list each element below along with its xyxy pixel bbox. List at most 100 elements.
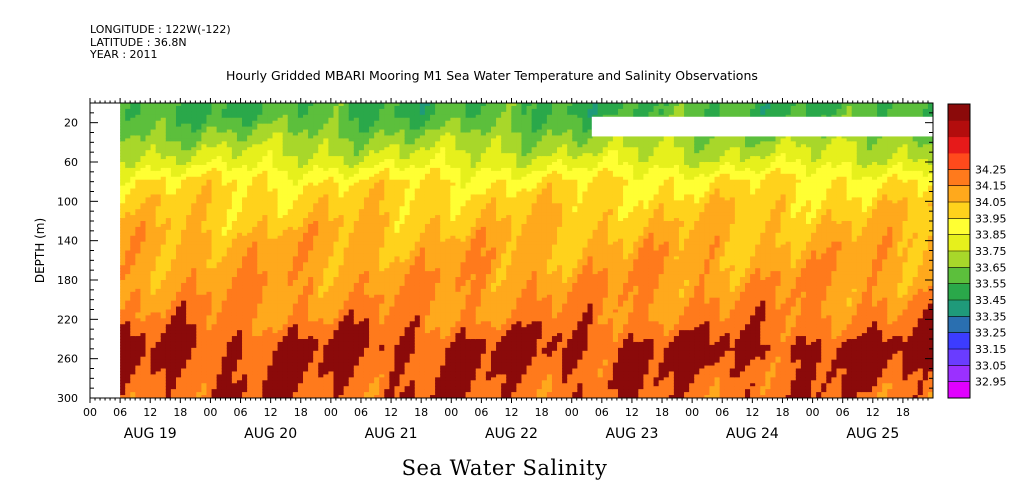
heatmap-cell	[348, 206, 355, 210]
heatmap-cell	[206, 386, 213, 390]
heatmap-cell	[318, 259, 324, 263]
heatmap-cell	[343, 153, 350, 157]
heatmap-cell	[282, 315, 289, 319]
heatmap-cell	[297, 386, 304, 390]
heatmap-cell	[181, 344, 187, 349]
heatmap-cell	[297, 312, 304, 316]
heatmap-cell	[181, 333, 187, 337]
heatmap-cell	[348, 191, 355, 196]
heatmap-cell	[287, 262, 294, 266]
heatmap-cell	[145, 312, 152, 316]
heatmap-cell	[287, 167, 294, 172]
heatmap-cell	[292, 333, 299, 337]
heatmap-cell	[292, 212, 299, 216]
heatmap-cell	[196, 285, 202, 290]
heatmap-cell	[120, 365, 126, 370]
heatmap-cell	[343, 129, 350, 134]
heatmap-cell	[287, 315, 294, 319]
heatmap-cell	[272, 132, 279, 137]
heatmap-cell	[242, 262, 248, 266]
heatmap-cell	[303, 132, 309, 137]
heatmap-cell	[257, 377, 263, 381]
heatmap-cell	[287, 318, 294, 322]
heatmap-cell	[343, 303, 350, 308]
heatmap-cell	[343, 176, 350, 181]
heatmap-cell	[272, 371, 279, 375]
heatmap-cell	[292, 164, 299, 169]
heatmap-cell	[353, 362, 360, 367]
heatmap-cell	[287, 191, 294, 196]
heatmap-cell	[277, 274, 284, 278]
heatmap-cell	[328, 167, 335, 172]
heatmap-cell	[277, 141, 284, 145]
heatmap-cell	[328, 312, 335, 316]
heatmap-cell	[333, 291, 340, 296]
heatmap-cell	[292, 392, 299, 396]
heatmap-cell	[277, 209, 284, 213]
heatmap-cell	[363, 312, 370, 316]
heatmap-cell	[358, 259, 365, 263]
heatmap-cell	[165, 330, 172, 334]
heatmap-cell	[135, 194, 142, 198]
heatmap-cell	[272, 123, 279, 128]
heatmap-cell	[226, 111, 233, 116]
heatmap-cell	[277, 129, 284, 134]
heatmap-cell	[318, 159, 324, 163]
heatmap-cell	[160, 274, 167, 278]
heatmap-cell	[160, 141, 167, 145]
heatmap-cell	[236, 159, 243, 163]
heatmap-cell	[145, 126, 152, 131]
heatmap-cell	[140, 374, 147, 378]
heatmap-cell	[201, 170, 208, 175]
heatmap-cell	[186, 356, 192, 361]
heatmap-cell	[363, 114, 370, 119]
heatmap-cell	[292, 265, 299, 269]
heatmap-cell	[303, 103, 309, 107]
heatmap-cell	[292, 365, 299, 370]
heatmap-cell	[277, 232, 284, 237]
heatmap-cell	[236, 203, 243, 207]
heatmap-cell	[333, 235, 340, 240]
heatmap-cell	[135, 330, 142, 334]
heatmap-cell	[135, 156, 142, 160]
heatmap-cell	[120, 336, 126, 340]
heatmap-cell	[282, 395, 289, 398]
heatmap-cell	[328, 318, 335, 322]
heatmap-cell	[297, 374, 304, 378]
heatmap-cell	[125, 200, 131, 204]
heatmap-cell	[135, 218, 142, 222]
heatmap-cell	[120, 339, 126, 343]
heatmap-cell	[186, 341, 192, 346]
heatmap-cell	[247, 238, 253, 243]
heatmap-cell	[221, 377, 228, 381]
heatmap-cell	[196, 268, 202, 272]
heatmap-cell	[135, 117, 142, 122]
heatmap-cell	[150, 291, 157, 296]
heatmap-cell	[181, 120, 187, 125]
heatmap-cell	[287, 371, 294, 375]
heatmap-cell	[165, 235, 172, 240]
heatmap-cell	[292, 271, 299, 275]
heatmap-cell	[135, 380, 142, 384]
heatmap-cell	[252, 191, 258, 196]
heatmap-cell	[216, 123, 223, 128]
heatmap-cell	[267, 285, 274, 290]
heatmap-cell	[343, 126, 350, 131]
heatmap-cell	[252, 318, 258, 322]
heatmap-cell	[277, 359, 284, 364]
heatmap-cell	[328, 200, 335, 204]
heatmap-cell	[267, 274, 274, 278]
heatmap-cell	[323, 129, 330, 134]
heatmap-cell	[140, 182, 147, 187]
heatmap-cell	[236, 380, 243, 384]
heatmap-cell	[247, 215, 253, 219]
heatmap-cell	[262, 312, 269, 316]
heatmap-cell	[221, 156, 228, 160]
heatmap-cell	[333, 226, 340, 231]
heatmap-cell	[186, 105, 192, 110]
heatmap-cell	[206, 262, 213, 266]
heatmap-cell	[338, 135, 345, 139]
heatmap-cell	[272, 194, 279, 198]
heatmap-cell	[358, 141, 365, 145]
heatmap-cell	[272, 288, 279, 293]
